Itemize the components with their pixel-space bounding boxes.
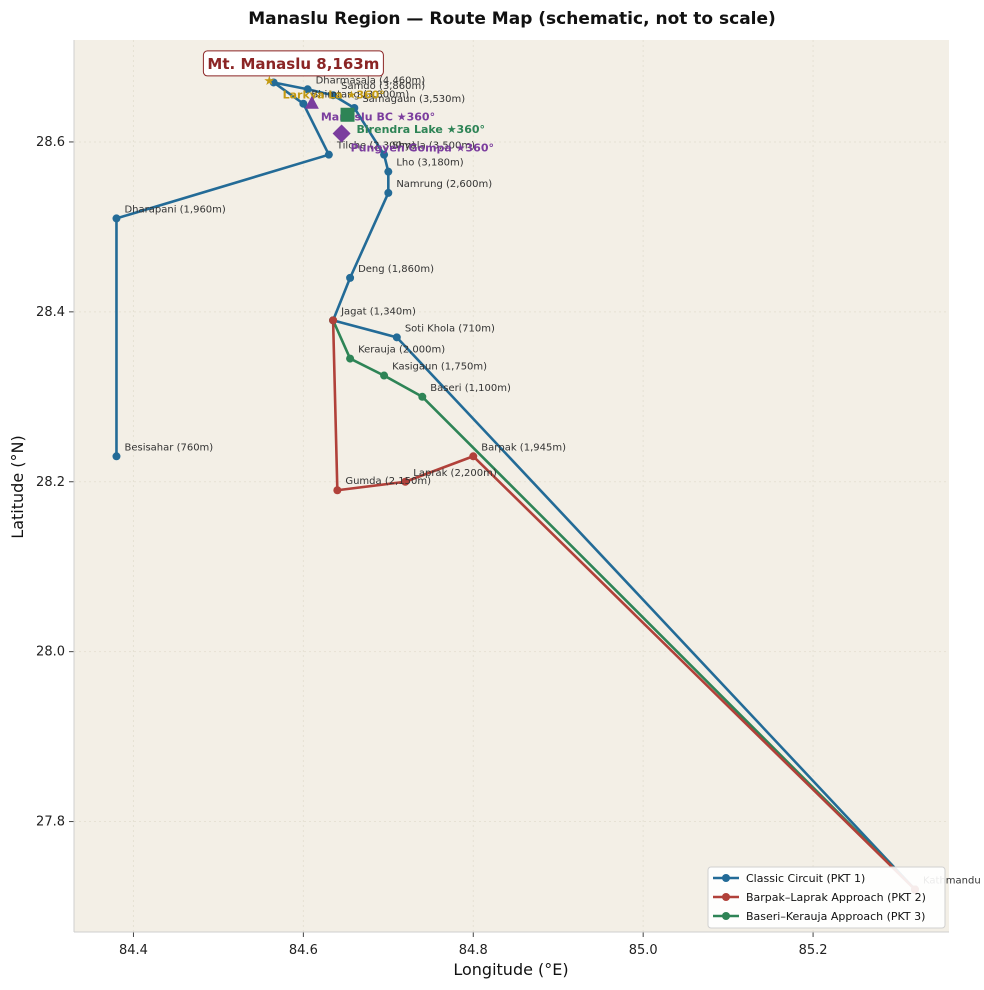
route-stop-marker [299, 99, 308, 108]
stop-labels: Kathmandu Soti Khola (710m) Jagat (1,340m)… [124, 75, 980, 886]
route-stop-marker [112, 214, 121, 223]
route-stop-marker [303, 85, 312, 94]
route-stop-marker [346, 354, 355, 363]
gompa-diamond-icon [332, 124, 351, 143]
x-tick-label: 84.8 [459, 943, 488, 958]
stop-label: Samdo (3,860m) [341, 81, 425, 92]
stop-label: Jagat (1,340m) [340, 306, 416, 317]
lake-square-icon [340, 107, 355, 122]
points-of-interest: ★Mt. Manaslu 8,163m Larkya La ★360° Manasl… [202, 50, 494, 154]
x-axis-title: Longitude (°E) [453, 960, 568, 979]
stop-label: Namrung (2,600m) [396, 179, 492, 190]
stop-label: Besisahar (760m) [124, 442, 213, 453]
route-stop-marker [346, 273, 355, 282]
stop-label: Baseri (1,100m) [430, 383, 511, 394]
gompa-label: Pungyen Gompa ★360° [351, 141, 494, 154]
y-axis-title: Latitude (°N) [8, 435, 27, 538]
route-stop-marker [418, 392, 427, 401]
stop-label: Laprak (2,200m) [413, 468, 497, 479]
stop-label: Dharapani (1,960m) [124, 204, 225, 215]
summit-label: Mt. Manaslu 8,163m [207, 55, 379, 73]
route-stop-marker [380, 150, 389, 159]
stop-label: Shyala (3,500m) [392, 141, 475, 152]
legend-swatch-marker [722, 893, 730, 901]
route-stop-marker [112, 452, 121, 461]
gridlines [74, 40, 949, 932]
route-stop-marker [401, 477, 410, 486]
y-tick-label: 28.4 [36, 305, 65, 320]
route-stop-marker [392, 333, 401, 342]
route-stops [112, 78, 920, 894]
base-camp-triangle-icon [304, 95, 319, 109]
lake-label: Birendra Lake ★360° [357, 123, 486, 136]
legend-entry-label: Classic Circuit (PKT 1) [746, 872, 865, 885]
chart-title: Manaslu Region — Route Map (schematic, n… [248, 9, 776, 29]
stop-label: Barpak (1,945m) [481, 442, 566, 453]
x-tick-label: 84.4 [119, 943, 148, 958]
stop-label: Gumda (2,150m) [345, 476, 431, 487]
stop-label: Tilche (2,300m) [336, 141, 416, 152]
legend-entry-label: Barpak–Laprak Approach (PKT 2) [746, 891, 926, 904]
y-tick-label: 28.6 [36, 135, 65, 150]
stop-label: Samagaun (3,530m) [362, 94, 465, 105]
legend: Classic Circuit (PKT 1) Barpak–Laprak App… [707, 866, 946, 929]
stop-label: Dharmasala (4,460m) [316, 75, 426, 86]
x-tick-label: 84.6 [289, 943, 318, 958]
stop-label: Deng (1,860m) [358, 264, 434, 275]
legend-swatch-marker [722, 874, 730, 882]
route-stop-marker [333, 486, 342, 495]
stop-label: Bhimtang (3,800m) [311, 90, 409, 101]
stop-label: Kasigaun (1,750m) [392, 362, 487, 373]
viewpoint-label: Larkya La ★360° [283, 88, 385, 101]
base-camp-label: Manaslu BC ★360° [321, 111, 435, 124]
axes: 84.4 84.6 84.8 85.0 85.2 27.8 28.0 28.2 28.4 28.6 [36, 40, 949, 958]
x-tick-label: 85.0 [629, 943, 658, 958]
route-stop-marker [329, 91, 338, 100]
stop-label: Lho (3,180m) [396, 158, 463, 169]
y-tick-label: 27.8 [36, 815, 65, 830]
stop-label: Soti Khola (710m) [405, 323, 495, 334]
route-stop-marker [269, 78, 278, 87]
stop-label: Kathmandu [923, 876, 981, 887]
y-tick-label: 28.0 [36, 645, 65, 660]
legend-swatch-marker [722, 912, 730, 920]
summit-label-box [202, 50, 384, 77]
route-stop-marker [329, 316, 338, 325]
route-stop-marker [384, 188, 393, 197]
legend-entry-label: Baseri–Kerauja Approach (PKT 3) [746, 910, 925, 923]
x-tick-label: 85.2 [799, 943, 828, 958]
y-tick-label: 28.2 [36, 475, 65, 490]
summit-star-icon: ★ [264, 74, 276, 89]
stop-label: Kerauja (2,000m) [358, 345, 445, 356]
legend-box [707, 866, 946, 929]
route-stop-marker [324, 150, 333, 159]
route-stop-marker [469, 452, 478, 461]
route-stop-marker [384, 167, 393, 176]
route-stop-marker [380, 371, 389, 380]
